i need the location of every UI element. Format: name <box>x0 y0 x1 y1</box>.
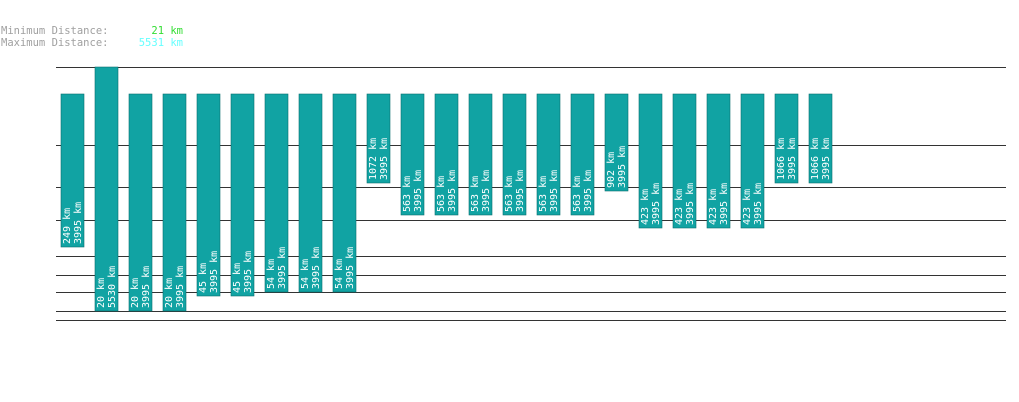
bar-label-value-13: 563 km <box>504 176 515 212</box>
bar-label-value-21: 1066 km <box>776 138 787 180</box>
distance-summary: Minimum Distance: 21 km Maximum Distance:… <box>1 25 183 49</box>
bar-label-value-16: 902 km <box>606 152 617 188</box>
bar-label-ref-2: 3995 km <box>141 266 152 308</box>
min-distance-row: Minimum Distance: 21 km <box>1 25 183 37</box>
bar-2 <box>128 93 153 312</box>
bar-label-value-4: 45 km <box>198 263 209 293</box>
bar-label-ref-7: 3995 km <box>311 247 322 289</box>
bar-label-ref-16: 3995 km <box>617 146 628 188</box>
bar-label-ref-6: 3995 km <box>277 247 288 289</box>
bar-label-value-11: 563 km <box>436 176 447 212</box>
max-distance-value: 5531 km <box>138 37 183 49</box>
bar-label-value-19: 423 km <box>708 189 719 225</box>
bar-label-ref-12: 3995 km <box>481 170 492 212</box>
bar-19 <box>706 93 731 229</box>
bar-label-ref-22: 3995 km <box>821 138 832 180</box>
bar-label-ref-21: 3995 km <box>787 138 798 180</box>
bar-label-value-20: 423 km <box>742 189 753 225</box>
bar-13 <box>502 93 527 216</box>
bar-18 <box>672 93 697 229</box>
bar-label-value-3: 20 km <box>164 278 175 308</box>
bar-label-ref-17: 3995 km <box>651 183 662 225</box>
bar-3 <box>162 93 187 312</box>
bar-label-ref-15: 3995 km <box>583 170 594 212</box>
bar-9 <box>366 93 391 184</box>
bar-label-value-22: 1066 km <box>810 138 821 180</box>
bar-label-ref-8: 3995 km <box>345 247 356 289</box>
bar-12 <box>468 93 493 216</box>
bar-0 <box>60 93 85 248</box>
bar-17 <box>638 93 663 229</box>
bar-label-ref-13: 3995 km <box>515 170 526 212</box>
bar-4 <box>196 93 221 297</box>
bar-21 <box>774 93 799 184</box>
max-distance-label: Maximum Distance: <box>1 37 109 49</box>
bar-label-ref-14: 3995 km <box>549 170 560 212</box>
bar-label-ref-3: 3995 km <box>175 266 186 308</box>
bar-label-value-12: 563 km <box>470 176 481 212</box>
bar-label-ref-11: 3995 km <box>447 170 458 212</box>
bar-label-ref-0: 3995 km <box>73 202 84 244</box>
bar-label-ref-5: 3995 km <box>243 251 254 293</box>
min-distance-value: 21 km <box>151 25 183 37</box>
bar-10 <box>400 93 425 216</box>
bar-label-value-15: 563 km <box>572 176 583 212</box>
bar-label-ref-20: 3995 km <box>753 183 764 225</box>
bar-label-value-8: 54 km <box>334 259 345 289</box>
bar-1 <box>94 66 119 312</box>
bar-22 <box>808 93 833 184</box>
bar-label-value-5: 45 km <box>232 263 243 293</box>
max-distance-row: Maximum Distance: 5531 km <box>1 37 183 49</box>
bar-label-value-9: 1072 km <box>368 138 379 180</box>
bar-15 <box>570 93 595 216</box>
bar-5 <box>230 93 255 297</box>
bar-label-value-0: 249 km <box>62 208 73 244</box>
bar-label-ref-18: 3995 km <box>685 183 696 225</box>
bar-label-value-6: 54 km <box>266 259 277 289</box>
bar-11 <box>434 93 459 216</box>
bar-16 <box>604 93 629 192</box>
bar-label-ref-4: 3995 km <box>209 251 220 293</box>
bar-6 <box>264 93 289 293</box>
bar-label-value-17: 423 km <box>640 189 651 225</box>
bar-8 <box>332 93 357 293</box>
bar-label-ref-1: 5530 km <box>107 266 118 308</box>
bar-label-value-7: 54 km <box>300 259 311 289</box>
bar-label-value-10: 563 km <box>402 176 413 212</box>
bar-label-value-14: 563 km <box>538 176 549 212</box>
bar-label-value-1: 20 km <box>96 278 107 308</box>
bar-label-ref-19: 3995 km <box>719 183 730 225</box>
bar-label-ref-10: 3995 km <box>413 170 424 212</box>
bar-label-ref-9: 3995 km <box>379 138 390 180</box>
bar-20 <box>740 93 765 229</box>
bar-label-value-2: 20 km <box>130 278 141 308</box>
bar-7 <box>298 93 323 293</box>
bar-14 <box>536 93 561 216</box>
bar-label-value-18: 423 km <box>674 189 685 225</box>
min-distance-label: Minimum Distance: <box>1 25 109 37</box>
